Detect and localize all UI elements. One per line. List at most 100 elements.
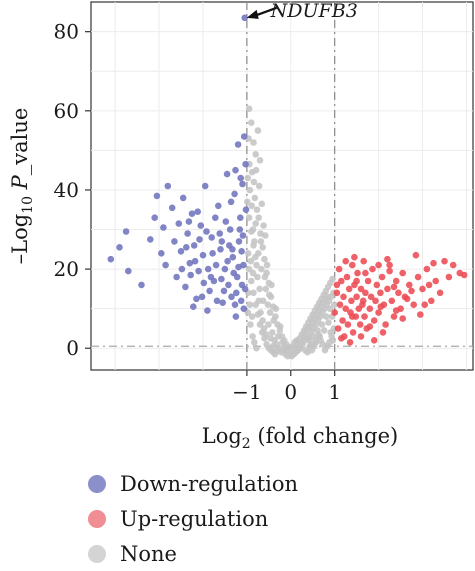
data-point-none xyxy=(264,301,272,309)
data-point-up-regulation xyxy=(412,251,420,259)
gene-annotation: NDUFB3 xyxy=(246,0,358,22)
data-point-none xyxy=(257,238,265,245)
data-point-none xyxy=(257,309,264,316)
data-point-down-regulation xyxy=(208,234,215,241)
data-point-down-regulation xyxy=(116,244,123,251)
data-point-none xyxy=(266,309,274,316)
data-point-none xyxy=(252,220,259,227)
data-point-down-regulation xyxy=(240,133,248,140)
data-point-down-regulation xyxy=(223,170,231,178)
y-axis-label-rest: _value xyxy=(8,108,32,176)
data-point-none xyxy=(265,321,272,328)
y-tick-label: 40 xyxy=(54,178,79,202)
legend-swatch xyxy=(88,544,106,563)
data-point-up-regulation xyxy=(338,277,345,285)
data-point-down-regulation xyxy=(200,279,208,287)
data-point-down-regulation xyxy=(232,166,239,174)
annotation-label: NDUFB3 xyxy=(270,0,358,22)
data-point-none xyxy=(246,186,254,194)
data-point-none xyxy=(323,313,330,320)
y-tick-label: 20 xyxy=(54,257,79,281)
data-point-up-regulation xyxy=(432,277,440,285)
y-axis-label-italic: P xyxy=(8,174,32,196)
data-point-up-regulation xyxy=(408,287,415,295)
data-point-none xyxy=(326,305,334,313)
data-point-none xyxy=(276,323,284,330)
x-tick-label: −1 xyxy=(232,380,261,404)
data-point-down-regulation xyxy=(194,208,201,215)
data-point-down-regulation xyxy=(220,287,228,295)
data-point-down-regulation xyxy=(184,230,191,237)
data-point-up-regulation xyxy=(345,285,353,293)
data-point-down-regulation xyxy=(153,192,161,200)
data-point-down-regulation xyxy=(190,242,198,249)
legend-item: Up-regulation xyxy=(88,501,298,536)
data-point-up-regulation xyxy=(351,253,358,261)
data-point-up-regulation xyxy=(357,333,365,340)
data-point-up-regulation xyxy=(359,297,367,305)
data-point-down-regulation xyxy=(178,265,186,273)
data-point-none xyxy=(273,346,281,354)
data-point-up-regulation xyxy=(384,255,391,263)
data-point-none xyxy=(320,327,328,334)
data-point-down-regulation xyxy=(236,226,244,233)
data-point-up-regulation xyxy=(346,339,354,346)
data-point-none xyxy=(256,285,263,293)
data-point-none xyxy=(329,337,337,344)
data-point-up-regulation xyxy=(403,295,411,303)
y-axis-label-prefix: –Log xyxy=(8,214,32,265)
legend-label: None xyxy=(120,541,177,566)
data-point-down-regulation xyxy=(219,299,226,307)
data-point-up-regulation xyxy=(342,305,350,313)
data-point-up-regulation xyxy=(406,281,413,289)
x-axis-label-rest: (fold change) xyxy=(251,424,399,448)
y-axis-ticks: 0 20 40 60 80 xyxy=(54,20,91,360)
data-point-up-regulation xyxy=(414,273,422,281)
data-point-down-regulation xyxy=(239,232,247,239)
data-point-down-regulation xyxy=(206,287,213,295)
data-point-none xyxy=(245,214,253,221)
data-point-up-regulation xyxy=(367,293,375,301)
data-point-down-regulation xyxy=(177,248,185,255)
data-point-none xyxy=(262,285,270,293)
data-point-down-regulation xyxy=(164,182,172,190)
data-point-up-regulation xyxy=(334,325,342,332)
data-point-none xyxy=(268,281,275,289)
y-tick-label: 0 xyxy=(66,336,79,360)
data-point-none xyxy=(255,297,262,305)
data-point-up-regulation xyxy=(390,313,398,320)
data-point-down-regulation xyxy=(187,271,194,279)
x-tick-label: 0 xyxy=(284,380,297,404)
data-point-down-regulation xyxy=(233,289,240,297)
data-point-none xyxy=(259,317,267,324)
data-point-down-regulation xyxy=(209,250,216,257)
data-point-down-regulation xyxy=(215,202,222,210)
data-point-up-regulation xyxy=(340,293,347,301)
data-point-up-regulation xyxy=(430,259,437,267)
data-point-up-regulation xyxy=(335,265,343,273)
data-point-down-regulation xyxy=(218,275,225,283)
data-point-none xyxy=(247,321,254,328)
data-point-down-regulation xyxy=(212,261,220,269)
data-point-none xyxy=(253,206,261,213)
data-point-none xyxy=(256,157,264,164)
data-point-down-regulation xyxy=(217,246,224,253)
data-point-up-regulation xyxy=(419,285,426,293)
data-point-up-regulation xyxy=(353,277,360,285)
data-point-none xyxy=(259,244,267,251)
data-point-down-regulation xyxy=(224,257,231,265)
data-point-none xyxy=(327,329,335,336)
data-point-down-regulation xyxy=(173,273,180,281)
data-point-up-regulation xyxy=(382,321,389,328)
data-point-up-regulation xyxy=(460,271,468,279)
data-point-down-regulation xyxy=(207,273,215,281)
data-point-down-regulation xyxy=(162,261,169,269)
data-point-down-regulation xyxy=(228,293,235,301)
data-point-none xyxy=(251,238,258,245)
data-point-up-regulation xyxy=(384,285,391,293)
data-point-down-regulation xyxy=(237,174,244,182)
data-point-down-regulation xyxy=(226,226,234,233)
data-point-none xyxy=(324,293,332,301)
data-point-none xyxy=(253,261,260,269)
data-point-none xyxy=(254,127,262,134)
